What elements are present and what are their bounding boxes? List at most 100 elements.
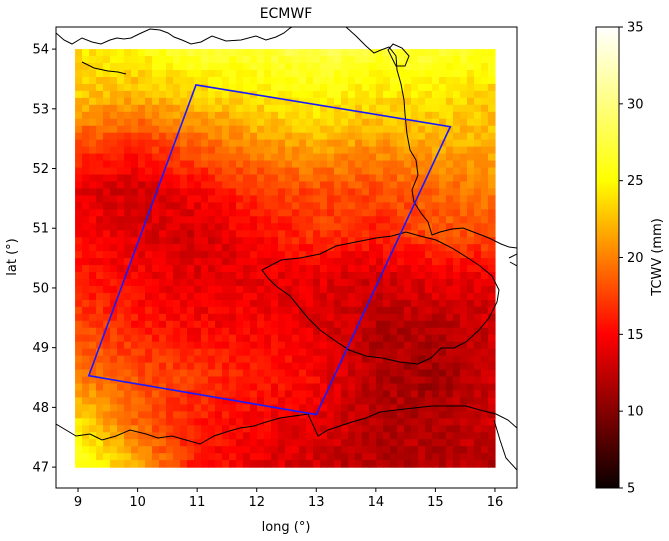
heatmap-cell xyxy=(208,244,216,252)
heatmap-cell xyxy=(187,195,195,203)
heatmap-cell xyxy=(124,202,132,210)
heatmap-cell xyxy=(417,174,426,183)
heatmap-cell xyxy=(117,244,125,252)
heatmap-cell xyxy=(417,397,426,405)
heatmap-cell xyxy=(243,237,251,245)
heatmap-cell xyxy=(110,160,118,169)
heatmap-cell xyxy=(103,383,111,392)
heatmap-cell xyxy=(124,404,132,412)
heatmap-cell xyxy=(138,313,146,322)
heatmap-cell xyxy=(96,251,104,259)
heatmap-cell xyxy=(75,223,83,231)
heatmap-cell xyxy=(361,216,370,224)
heatmap-cell xyxy=(131,453,139,461)
heatmap-cell xyxy=(271,195,279,203)
heatmap-cell xyxy=(403,460,412,468)
heatmap-cell xyxy=(187,299,195,308)
heatmap-cell xyxy=(313,334,321,343)
heatmap-cell xyxy=(348,390,356,399)
heatmap-cell xyxy=(480,153,489,162)
heatmap-cell xyxy=(131,111,139,120)
heatmap-cell xyxy=(285,418,293,426)
heatmap-cell xyxy=(480,49,489,57)
heatmap-cell xyxy=(382,76,391,85)
heatmap-cell xyxy=(124,125,132,134)
heatmap-cell xyxy=(452,230,461,238)
heatmap-cell xyxy=(117,355,125,364)
heatmap-cell xyxy=(278,272,286,280)
heatmap-cell xyxy=(250,258,258,266)
heatmap-cell xyxy=(403,334,412,343)
heatmap-cell xyxy=(368,216,377,224)
heatmap-cell xyxy=(334,223,342,231)
heatmap-cell xyxy=(313,355,321,364)
heatmap-cell xyxy=(341,376,349,385)
heatmap-cell xyxy=(278,251,286,259)
heatmap-cell xyxy=(459,411,468,419)
heatmap-cell xyxy=(180,125,188,134)
heatmap-cell xyxy=(313,397,321,405)
heatmap-cell xyxy=(215,90,223,99)
heatmap-cell xyxy=(271,146,279,155)
heatmap-cell xyxy=(299,223,307,231)
heatmap-cell xyxy=(389,195,398,203)
heatmap-cell xyxy=(445,369,454,378)
heatmap-cell xyxy=(341,369,349,378)
heatmap-cell xyxy=(285,69,293,78)
heatmap-cell xyxy=(250,265,258,273)
heatmap-cell xyxy=(138,306,146,315)
heatmap-cell xyxy=(159,285,167,294)
heatmap-cell xyxy=(438,251,447,259)
heatmap-cell xyxy=(194,320,202,329)
heatmap-cell xyxy=(452,362,461,371)
heatmap-cell xyxy=(264,446,272,454)
heatmap-cell xyxy=(187,63,195,71)
heatmap-cell xyxy=(89,397,97,405)
heatmap-cell xyxy=(194,202,202,210)
heatmap-cell xyxy=(138,348,146,357)
heatmap-cell xyxy=(285,216,293,224)
heatmap-cell xyxy=(354,139,363,148)
heatmap-cell xyxy=(250,383,258,392)
heatmap-cell xyxy=(306,132,314,141)
heatmap-cell xyxy=(327,181,335,190)
heatmap-cell xyxy=(368,418,377,426)
heatmap-cell xyxy=(173,425,181,433)
heatmap-cell xyxy=(194,327,202,336)
heatmap-cell xyxy=(466,63,475,71)
heatmap-cell xyxy=(187,244,195,252)
heatmap-cell xyxy=(466,404,475,412)
heatmap-cell xyxy=(250,167,258,176)
heatmap-cell xyxy=(438,383,447,392)
heatmap-cell xyxy=(187,237,195,245)
heatmap-cell xyxy=(271,334,279,343)
heatmap-cell xyxy=(187,111,195,120)
heatmap-cell xyxy=(292,125,300,134)
heatmap-cell xyxy=(243,132,251,141)
heatmap-cell xyxy=(354,160,363,169)
heatmap-cell xyxy=(96,160,104,169)
heatmap-cell xyxy=(389,216,398,224)
heatmap-cell xyxy=(368,49,377,57)
heatmap-cell xyxy=(201,362,209,371)
heatmap-cell xyxy=(194,97,202,106)
heatmap-cell xyxy=(361,432,370,440)
heatmap-cell xyxy=(201,223,209,231)
heatmap-cell xyxy=(159,306,167,315)
heatmap-cell xyxy=(201,69,209,78)
heatmap-cell xyxy=(173,292,181,301)
heatmap-cell xyxy=(229,153,237,162)
heatmap-cell xyxy=(313,139,321,148)
heatmap-cell xyxy=(354,460,363,468)
heatmap-cell xyxy=(487,132,496,141)
heatmap-cell xyxy=(222,237,230,245)
heatmap-cell xyxy=(110,439,118,447)
heatmap-cell xyxy=(250,188,258,196)
heatmap-cell xyxy=(403,376,412,385)
heatmap-cell xyxy=(459,376,468,385)
heatmap-cell xyxy=(410,390,419,399)
heatmap-cell xyxy=(110,411,118,419)
heatmap-cell xyxy=(473,56,482,64)
heatmap-cell xyxy=(180,237,188,245)
heatmap-cell xyxy=(445,104,454,113)
